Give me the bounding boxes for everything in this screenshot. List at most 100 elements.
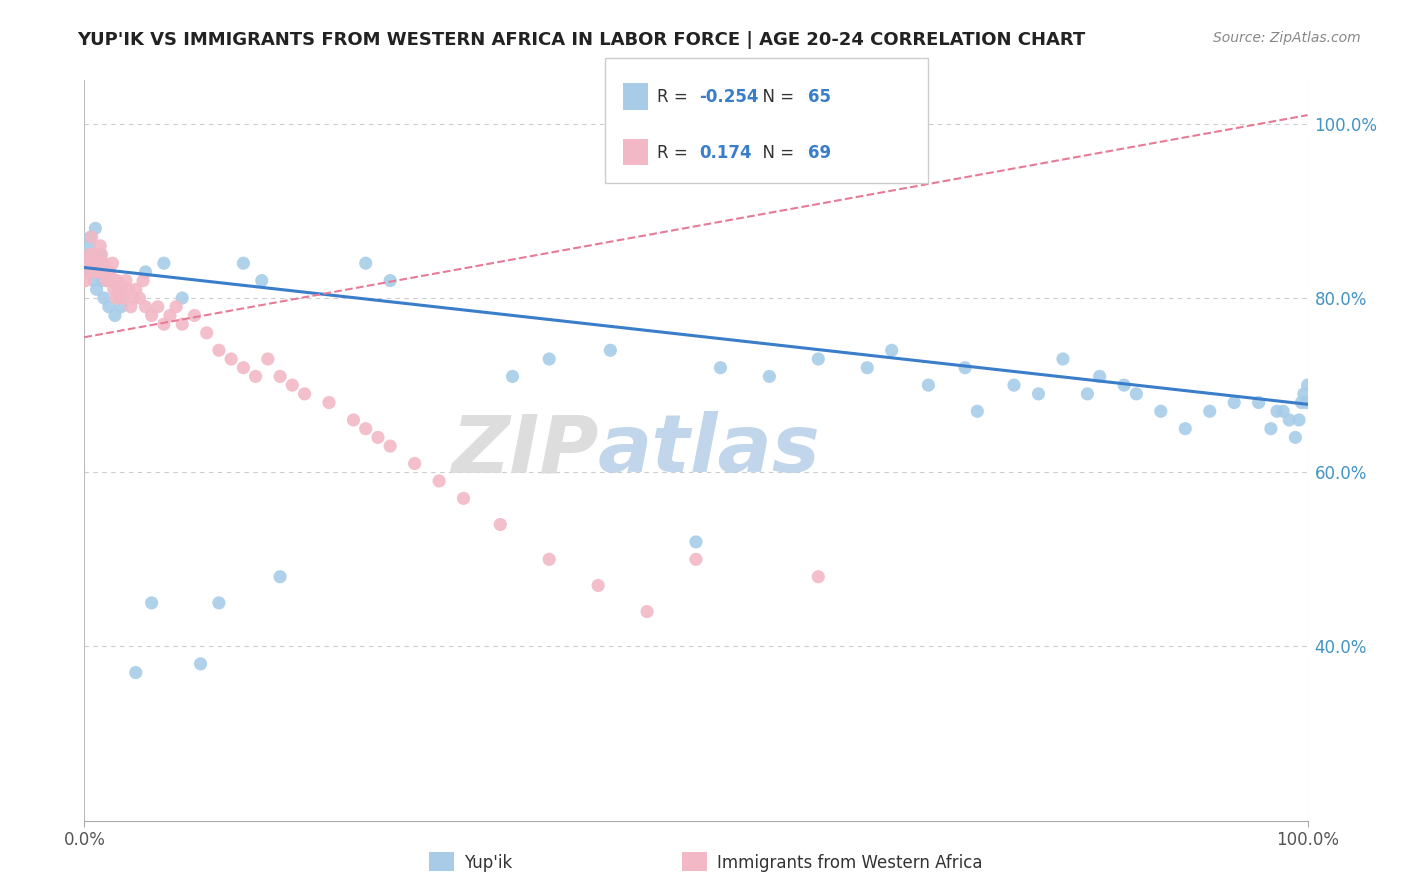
Point — [380, 274, 402, 288]
Point — [1150, 404, 1173, 418]
Text: Immigrants from Western Africa: Immigrants from Western Africa — [717, 854, 983, 871]
Point — [709, 360, 731, 375]
Text: atlas: atlas — [598, 411, 821, 490]
Point — [966, 404, 988, 418]
Point — [146, 300, 169, 314]
Point — [80, 230, 103, 244]
Point — [125, 282, 148, 296]
Point — [953, 360, 976, 375]
Point — [93, 291, 115, 305]
Point — [1288, 413, 1310, 427]
Point — [195, 326, 218, 340]
Point — [77, 265, 100, 279]
Point — [427, 474, 450, 488]
Point — [1223, 395, 1246, 409]
Point — [232, 256, 254, 270]
Point — [128, 291, 150, 305]
Point — [79, 256, 101, 270]
Point — [135, 265, 157, 279]
Point — [232, 360, 254, 375]
Point — [269, 369, 291, 384]
Point — [917, 378, 939, 392]
Point — [75, 274, 97, 288]
Point — [1284, 430, 1306, 444]
Point — [141, 596, 163, 610]
Point — [105, 274, 128, 288]
Point — [172, 291, 194, 305]
Point — [79, 230, 101, 244]
Point — [104, 274, 127, 288]
Point — [120, 300, 142, 314]
Point — [153, 256, 176, 270]
Point — [380, 439, 402, 453]
Point — [1278, 413, 1301, 427]
Point — [1265, 404, 1288, 418]
Point — [96, 274, 118, 288]
Point — [807, 570, 830, 584]
Point — [294, 387, 316, 401]
Point — [586, 578, 609, 592]
Point — [342, 413, 364, 427]
Point — [125, 665, 148, 680]
Point — [115, 274, 138, 288]
Point — [1174, 422, 1197, 436]
Point — [807, 351, 830, 366]
Point — [183, 309, 205, 323]
Point — [257, 351, 280, 366]
Point — [132, 274, 155, 288]
Point — [76, 256, 98, 270]
Text: Source: ZipAtlas.com: Source: ZipAtlas.com — [1213, 31, 1361, 45]
Point — [97, 300, 120, 314]
Point — [105, 291, 128, 305]
Point — [318, 395, 340, 409]
Point — [90, 274, 112, 288]
Point — [1076, 387, 1098, 401]
Point — [83, 274, 105, 288]
Point — [87, 265, 110, 279]
Point — [97, 274, 120, 288]
Point — [82, 247, 104, 261]
Text: YUP'IK VS IMMIGRANTS FROM WESTERN AFRICA IN LABOR FORCE | AGE 20-24 CORRELATION : YUP'IK VS IMMIGRANTS FROM WESTERN AFRICA… — [77, 31, 1085, 49]
Point — [86, 282, 108, 296]
Point — [354, 256, 377, 270]
Point — [90, 247, 112, 261]
Point — [153, 317, 176, 331]
Point — [101, 256, 124, 270]
Point — [98, 265, 121, 279]
Point — [685, 552, 707, 566]
Point — [80, 265, 103, 279]
Point — [880, 343, 903, 358]
Point — [75, 265, 97, 279]
Point — [97, 265, 120, 279]
Point — [758, 369, 780, 384]
Point — [89, 239, 111, 253]
Point — [1291, 395, 1313, 409]
Point — [1296, 378, 1319, 392]
Point — [141, 309, 163, 323]
Point — [100, 274, 122, 288]
Point — [110, 282, 132, 296]
Point — [404, 457, 426, 471]
Y-axis label: In Labor Force | Age 20-24: In Labor Force | Age 20-24 — [0, 341, 8, 560]
Point — [856, 360, 879, 375]
Point — [1247, 395, 1270, 409]
Text: 69: 69 — [808, 144, 831, 161]
Point — [1052, 351, 1074, 366]
Point — [1295, 395, 1317, 409]
Point — [89, 247, 111, 261]
Text: ZIP: ZIP — [451, 411, 598, 490]
Point — [87, 256, 110, 270]
Point — [1198, 404, 1220, 418]
Point — [110, 300, 132, 314]
Point — [208, 343, 231, 358]
Point — [94, 265, 117, 279]
Point — [219, 351, 242, 366]
Point — [104, 309, 127, 323]
Point — [190, 657, 212, 671]
Point — [122, 291, 145, 305]
Text: 0.174: 0.174 — [699, 144, 751, 161]
Point — [502, 369, 524, 384]
Point — [250, 274, 273, 288]
Point — [86, 265, 108, 279]
Point — [538, 351, 561, 366]
